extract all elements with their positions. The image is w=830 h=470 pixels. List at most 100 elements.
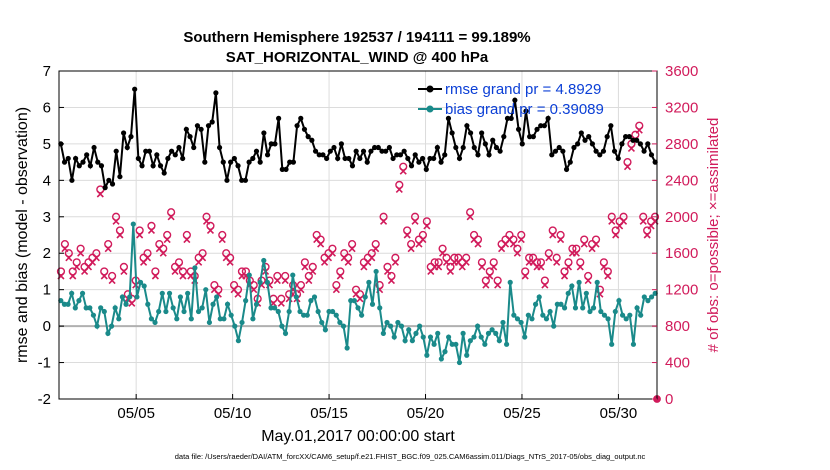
assimilated-obs-point xyxy=(383,267,392,276)
rmse-point xyxy=(442,152,448,158)
bias-point xyxy=(123,301,129,307)
possible-obs-point xyxy=(167,208,176,217)
possible-obs-point xyxy=(371,240,380,249)
assimilated-obs-point xyxy=(73,263,81,271)
possible-obs-point xyxy=(505,230,514,240)
rmse-point xyxy=(523,108,529,114)
bias-point xyxy=(587,308,593,315)
bias-point xyxy=(380,330,386,336)
bias-point xyxy=(232,323,238,329)
bias-point xyxy=(272,305,278,311)
right-tick-label: 2400 xyxy=(665,172,698,189)
assimilated-obs-point xyxy=(128,299,136,307)
possible-obs-point xyxy=(544,249,553,258)
bias-point xyxy=(344,345,350,351)
bias-point xyxy=(373,268,379,275)
bias-point xyxy=(388,323,394,329)
assimilated-obs-point xyxy=(175,263,183,271)
possible-obs-point xyxy=(273,271,282,281)
rmse-point xyxy=(102,185,108,191)
bias-point xyxy=(605,316,611,322)
rmse-point xyxy=(645,141,651,147)
rmse-point xyxy=(276,115,282,121)
possible-obs-point xyxy=(438,244,447,253)
rmse-point xyxy=(76,163,82,169)
bias-point xyxy=(536,294,542,300)
bias-point xyxy=(308,298,314,304)
assimilated-obs-point xyxy=(482,281,490,289)
rmse-point xyxy=(253,148,260,154)
assimilated-obs-point xyxy=(600,263,608,271)
bias-point xyxy=(195,308,202,315)
rmse-point xyxy=(301,126,308,132)
bias-point xyxy=(145,301,151,307)
bias-point xyxy=(199,305,205,311)
assimilated-obs-point xyxy=(112,217,120,225)
assimilated-obs-point xyxy=(639,217,647,225)
bias-point xyxy=(185,290,191,296)
bias-point xyxy=(471,334,477,340)
rmse-point xyxy=(434,144,440,151)
possible-obs-point xyxy=(281,271,290,281)
rmse-point xyxy=(571,144,577,151)
possible-obs-point xyxy=(218,230,227,240)
assimilated-obs-point xyxy=(199,254,207,262)
bias-point xyxy=(76,298,82,304)
bias-point xyxy=(540,312,546,318)
possible-obs-point xyxy=(198,249,207,258)
bias-point xyxy=(583,290,589,296)
bias-point xyxy=(268,305,274,311)
possible-obs-point xyxy=(434,258,443,267)
rmse-point xyxy=(619,141,625,147)
possible-obs-point xyxy=(222,249,231,258)
bias-point xyxy=(239,319,245,326)
y-tick-label: 2 xyxy=(43,245,51,262)
legend-rmse-label: rmse grand pr = 4.8929 xyxy=(445,81,601,98)
bias-point xyxy=(177,294,184,300)
bias-point xyxy=(221,316,227,322)
bias-point xyxy=(192,265,198,271)
right-tick-label: 3600 xyxy=(665,63,698,80)
possible-obs-point xyxy=(611,226,620,235)
bias-point xyxy=(166,290,173,296)
possible-obs-point xyxy=(229,281,239,290)
assimilated-obs-point xyxy=(356,295,364,303)
y-tick-label: -2 xyxy=(38,391,51,408)
possible-obs-point xyxy=(442,253,451,262)
bias-point xyxy=(163,308,169,315)
bias-point xyxy=(243,298,249,304)
right-tick-label: 800 xyxy=(665,318,690,335)
assimilated-obs-point xyxy=(407,245,415,253)
rmse-point xyxy=(534,126,540,132)
rmse-point xyxy=(176,144,182,151)
bias-point xyxy=(576,279,582,285)
bias-point xyxy=(293,294,299,300)
obs-count-series xyxy=(56,121,661,403)
bias-point xyxy=(446,334,452,340)
possible-obs-point xyxy=(100,267,109,276)
assimilated-obs-point xyxy=(439,249,447,257)
rmse-point xyxy=(419,155,426,162)
rmse-point xyxy=(379,148,385,154)
bias-point xyxy=(413,330,419,336)
bias-point xyxy=(152,319,158,326)
bias-point xyxy=(525,312,531,318)
assimilated-obs-point xyxy=(446,267,455,276)
bias-point xyxy=(326,308,332,315)
y-tick-label: 4 xyxy=(43,172,51,189)
rmse-point xyxy=(449,130,455,136)
bias-point xyxy=(478,334,484,340)
bias-point xyxy=(580,305,586,311)
bias-point xyxy=(253,301,260,307)
assimilated-obs-point xyxy=(442,258,451,266)
rmse-point xyxy=(364,159,370,165)
right-tick-label: 0 xyxy=(665,391,673,408)
bias-point xyxy=(94,323,100,329)
bias-point xyxy=(485,330,492,336)
rmse-point xyxy=(150,163,156,169)
assimilated-obs-point xyxy=(623,163,632,171)
bias-point xyxy=(638,312,644,318)
bias-point xyxy=(547,308,553,315)
bias-point xyxy=(105,330,111,336)
rmse-point xyxy=(412,152,418,158)
